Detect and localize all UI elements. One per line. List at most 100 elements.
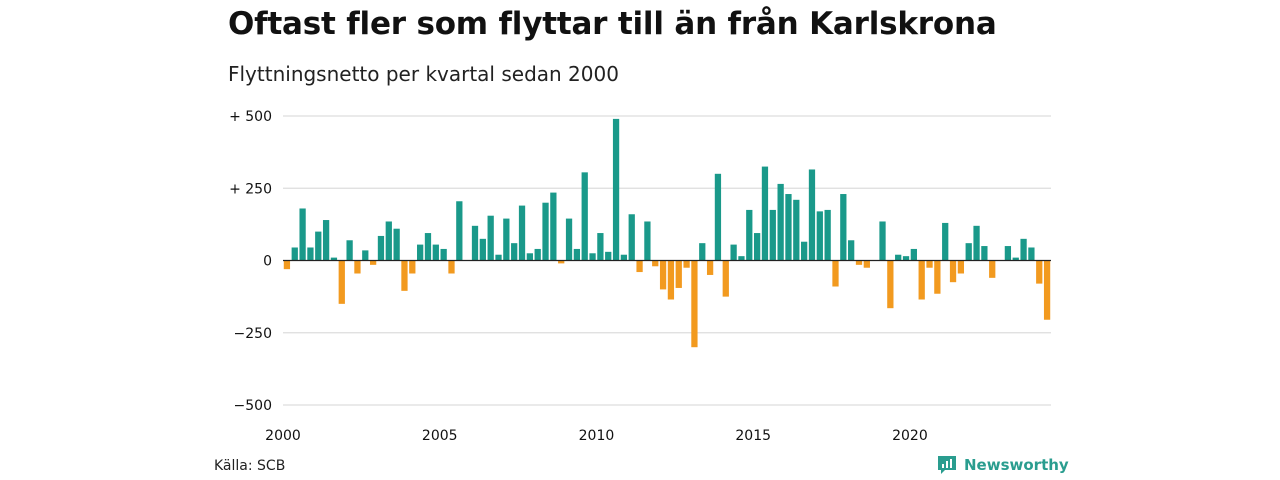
x-tick-label: 2005 — [422, 428, 458, 444]
bar — [926, 260, 933, 268]
bar — [605, 251, 612, 261]
bar — [471, 225, 479, 261]
bar — [855, 260, 863, 265]
bar — [448, 260, 455, 274]
bar — [910, 248, 917, 261]
bar — [322, 220, 330, 261]
bar — [785, 194, 792, 261]
brand-name: Newsworthy — [964, 456, 1069, 474]
bar — [793, 199, 800, 261]
bar — [307, 247, 314, 261]
bar — [487, 215, 494, 261]
bar — [1043, 260, 1051, 320]
bar — [957, 260, 965, 274]
bar — [934, 260, 941, 294]
source-label: Källa: SCB — [214, 458, 286, 474]
bar — [558, 260, 565, 264]
y-tick-label: 0 — [263, 254, 272, 270]
y-tick-label: −250 — [234, 326, 272, 342]
bar — [393, 228, 400, 261]
bar — [369, 260, 377, 265]
chart-title: Oftast fler som flyttar till än från Kar… — [228, 6, 997, 42]
bar — [440, 248, 447, 261]
bar — [495, 254, 502, 261]
bar — [565, 218, 573, 261]
bar — [808, 169, 816, 261]
bar — [652, 260, 659, 267]
bar — [417, 244, 424, 261]
bar — [330, 257, 338, 261]
bar — [542, 202, 549, 261]
x-axis-ticks: 2000 2005 2010 2015 2020 — [265, 428, 928, 444]
bar — [456, 201, 463, 261]
bar — [550, 192, 557, 261]
bar — [315, 231, 322, 261]
bar — [1028, 247, 1035, 261]
bar — [620, 254, 628, 261]
y-tick-label: + 500 — [229, 109, 272, 125]
bar — [769, 209, 776, 261]
bar — [401, 260, 408, 291]
bar — [589, 253, 596, 261]
bar — [636, 260, 643, 273]
bar — [667, 260, 675, 300]
bar — [824, 209, 831, 261]
newsworthy-logo-icon — [938, 456, 956, 474]
bar — [714, 173, 722, 261]
grid-lines — [283, 115, 1051, 406]
bar — [777, 183, 784, 261]
bars — [283, 118, 1051, 348]
bar — [503, 218, 510, 261]
bar — [526, 253, 533, 261]
bar — [816, 211, 823, 261]
bar — [644, 221, 651, 261]
bar — [887, 260, 894, 309]
bar — [424, 233, 432, 261]
bar — [628, 214, 635, 261]
bar — [675, 260, 682, 288]
bar — [848, 240, 855, 261]
bar — [965, 243, 972, 261]
bar — [385, 221, 392, 261]
bar — [691, 260, 698, 348]
bar — [534, 248, 541, 261]
bar — [1012, 257, 1019, 261]
bar — [659, 260, 667, 290]
bar — [879, 221, 886, 261]
bar — [299, 208, 306, 261]
bar — [761, 166, 769, 261]
x-tick-label: 2000 — [265, 428, 301, 444]
bar — [949, 260, 957, 283]
bar — [902, 256, 910, 261]
bar — [706, 260, 714, 275]
bar — [730, 244, 737, 261]
bar — [989, 260, 996, 278]
bar — [409, 260, 416, 274]
bar — [981, 246, 988, 261]
chart-subtitle: Flyttningsnetto per kvartal sedan 2000 — [228, 62, 619, 86]
x-tick-label: 2020 — [892, 428, 928, 444]
bar — [354, 260, 361, 274]
bar — [291, 247, 298, 261]
bar — [801, 241, 808, 261]
bar — [511, 243, 518, 261]
bar — [479, 238, 486, 261]
bar — [973, 225, 980, 261]
bar — [683, 260, 690, 268]
x-tick-label: 2015 — [735, 428, 771, 444]
bar — [573, 248, 581, 261]
bar — [1036, 260, 1043, 284]
bar — [753, 233, 761, 261]
bar — [895, 254, 902, 261]
bar — [518, 205, 526, 261]
bar — [840, 194, 847, 261]
bar — [1020, 238, 1027, 261]
bar — [362, 250, 369, 261]
bar — [432, 244, 439, 261]
bar — [1004, 246, 1012, 261]
bar — [738, 256, 745, 261]
bar — [597, 233, 604, 261]
bar — [863, 260, 870, 268]
bar — [581, 172, 588, 261]
